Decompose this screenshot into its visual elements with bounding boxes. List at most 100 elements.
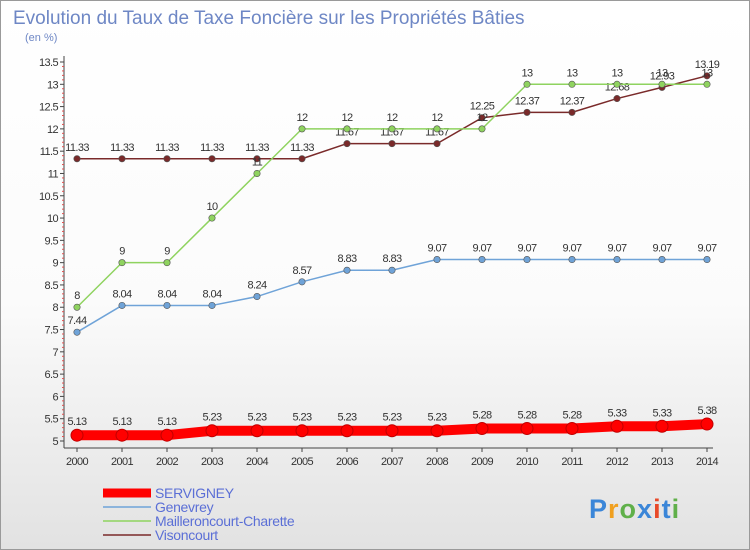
data-label: 5.23 [382,412,401,424]
x-tick-label: 2011 [561,456,583,468]
data-label: 12 [431,112,443,124]
data-point [433,256,441,264]
data-label: 8.83 [337,253,356,265]
x-tick-label: 2009 [471,456,494,468]
data-point [163,301,171,309]
logo-letter: P [589,494,608,524]
y-tick-label: 9 [52,258,58,270]
data-label: 11.33 [245,142,269,154]
data-label: 13 [521,67,533,79]
x-tick-label: 2010 [516,456,539,468]
data-point [295,424,309,438]
data-point [613,256,621,264]
data-point [388,266,396,274]
data-label: 9.07 [652,243,671,255]
data-label: 9.07 [427,243,446,255]
data-label: 8.04 [112,288,131,300]
data-point [343,140,351,148]
x-tick-label: 2007 [381,456,404,468]
legend-label: Visoncourt [155,527,218,543]
axes: 5 5.5 6 6.5 7 7.5 8 8.5 9 9.5 10 10.5 11 11.5 12 12.5 13… [39,56,719,468]
data-label: 12 [476,112,488,124]
logo-letter: i [672,494,681,524]
y-tick-label: 12 [47,124,59,136]
data-point [703,256,711,264]
data-label: 5.23 [337,412,356,424]
data-label: 13.19 [695,59,720,71]
logo-letter: i [653,494,662,524]
data-point [253,155,261,163]
logo-letter: t [662,494,672,524]
data-label: 13 [566,67,578,79]
data-label: 5.13 [157,416,176,428]
data-label: 5.28 [472,410,491,422]
data-point [658,256,666,264]
x-tick-label: 2001 [111,456,134,468]
data-label: 8.83 [382,253,401,265]
data-label: 11 [252,156,263,168]
x-tick-label: 2005 [291,456,314,468]
data-label: 11.33 [65,142,89,154]
data-label: 5.23 [247,412,266,424]
data-point [298,155,306,163]
data-label: 13 [656,67,668,79]
data-point [478,114,486,122]
data-label: 8.24 [247,280,266,292]
data-point [388,140,396,148]
data-point [523,256,531,264]
data-point [655,419,669,433]
data-label: 8.04 [202,288,221,300]
data-point [208,301,216,309]
data-label: 5.33 [652,407,671,419]
y-tick-label: 12.5 [39,102,58,114]
data-point [163,155,171,163]
data-point [433,125,441,133]
data-point [433,140,441,148]
y-tick-label: 8 [52,302,58,314]
data-label: 10 [206,201,218,213]
data-point [73,328,81,336]
data-label: 5.23 [202,412,221,424]
x-tick-label: 2012 [606,456,629,468]
data-label: 12.25 [470,101,495,113]
x-tick-label: 2006 [336,456,359,468]
data-point [568,108,576,116]
data-point [700,417,714,431]
data-label: 7.44 [67,315,86,327]
y-tick-label: 5.5 [45,414,59,426]
data-label: 12.37 [515,95,540,107]
x-tick-label: 2014 [696,456,719,468]
data-point [520,422,534,436]
data-point [703,80,711,88]
data-point [208,155,216,163]
y-tick-label: 6 [52,391,58,403]
data-point [163,259,171,267]
y-tick-label: 6.5 [45,369,59,381]
x-tick-label: 2013 [651,456,674,468]
data-point [253,169,261,177]
legend-label: Mailleroncourt-Charette [155,513,295,529]
data-label: 12 [341,112,353,124]
x-tick-label: 2003 [201,456,224,468]
chart-title: Evolution du Taux de Taxe Foncière sur l… [13,8,525,29]
y-tick-label: 9.5 [45,235,59,247]
data-point [115,428,129,442]
data-label: 9 [164,246,170,258]
data-point [613,80,621,88]
data-point [298,125,306,133]
y-tick-label: 7.5 [45,325,59,337]
data-point [253,293,261,301]
data-point [475,422,489,436]
data-point [523,108,531,116]
data-point [118,301,126,309]
data-point [73,303,81,311]
legend-label: SERVIGNEY [155,485,235,501]
y-tick-label: 11.5 [40,146,59,158]
data-point [298,278,306,286]
data-point [703,72,711,80]
data-label: 12 [386,112,398,124]
data-label: 5.13 [67,416,86,428]
y-tick-label: 11 [48,168,59,180]
data-label: 12 [296,112,308,124]
